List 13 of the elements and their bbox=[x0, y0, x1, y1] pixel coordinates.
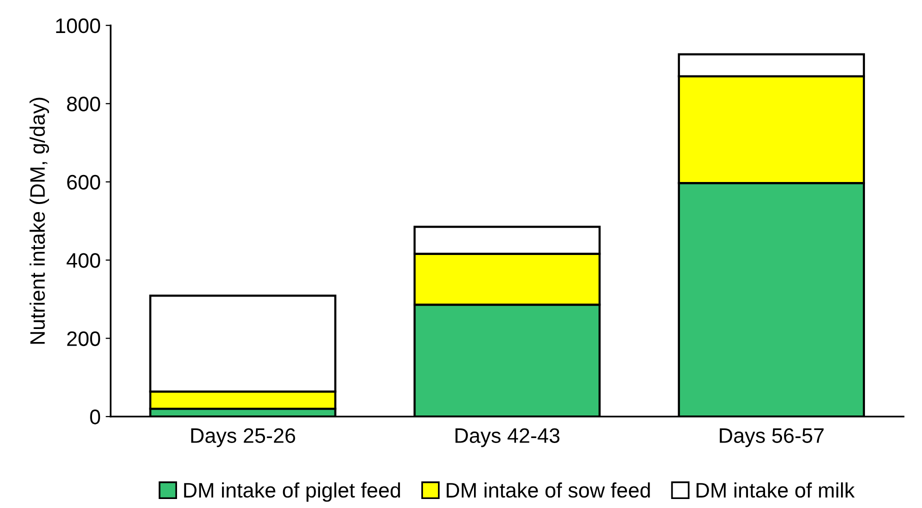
y-tick-label: 200 bbox=[67, 331, 100, 346]
x-tick-label: Days 56-57 bbox=[720, 428, 824, 448]
y-tick-label: 0 bbox=[90, 410, 100, 424]
legend-label: DM intake of milk bbox=[696, 482, 855, 498]
y-tick-label: 600 bbox=[67, 174, 100, 190]
legend-label: DM intake of piglet feed bbox=[184, 482, 400, 502]
x-tick-label: Days 25-26 bbox=[191, 428, 296, 448]
y-tick-label: 400 bbox=[66, 253, 100, 268]
y-tick-label: 1000 bbox=[56, 18, 100, 34]
y-tick-label: 800 bbox=[67, 96, 100, 112]
legend-label: DM intake of sow feed bbox=[446, 482, 650, 498]
y-axis-title: Nutrient intake (DM, g/day) bbox=[30, 98, 50, 344]
x-tick-label: Days 42-43 bbox=[456, 428, 560, 448]
